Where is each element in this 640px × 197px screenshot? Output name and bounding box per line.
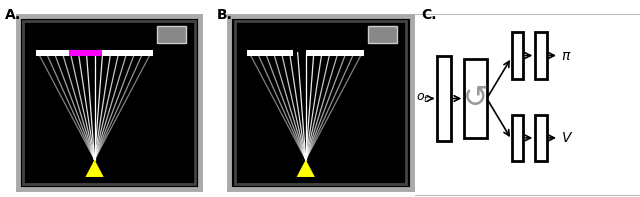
- Bar: [157, 26, 186, 44]
- Bar: [69, 50, 102, 56]
- Text: B.: B.: [216, 8, 232, 22]
- Bar: [535, 32, 547, 79]
- Bar: [511, 115, 523, 161]
- Bar: [248, 50, 293, 56]
- Polygon shape: [296, 160, 315, 177]
- Text: $o_t$: $o_t$: [416, 92, 429, 105]
- Bar: [306, 50, 364, 56]
- Text: ↺: ↺: [463, 84, 488, 113]
- Bar: [464, 59, 487, 138]
- Text: $V$: $V$: [561, 131, 573, 145]
- Bar: [368, 26, 397, 44]
- Polygon shape: [85, 160, 104, 177]
- Text: C.: C.: [421, 8, 436, 22]
- Text: $\pi$: $\pi$: [561, 48, 572, 62]
- Bar: [36, 50, 153, 56]
- Bar: [437, 56, 451, 141]
- Bar: [535, 115, 547, 161]
- Bar: [511, 32, 523, 79]
- Text: A.: A.: [5, 8, 21, 22]
